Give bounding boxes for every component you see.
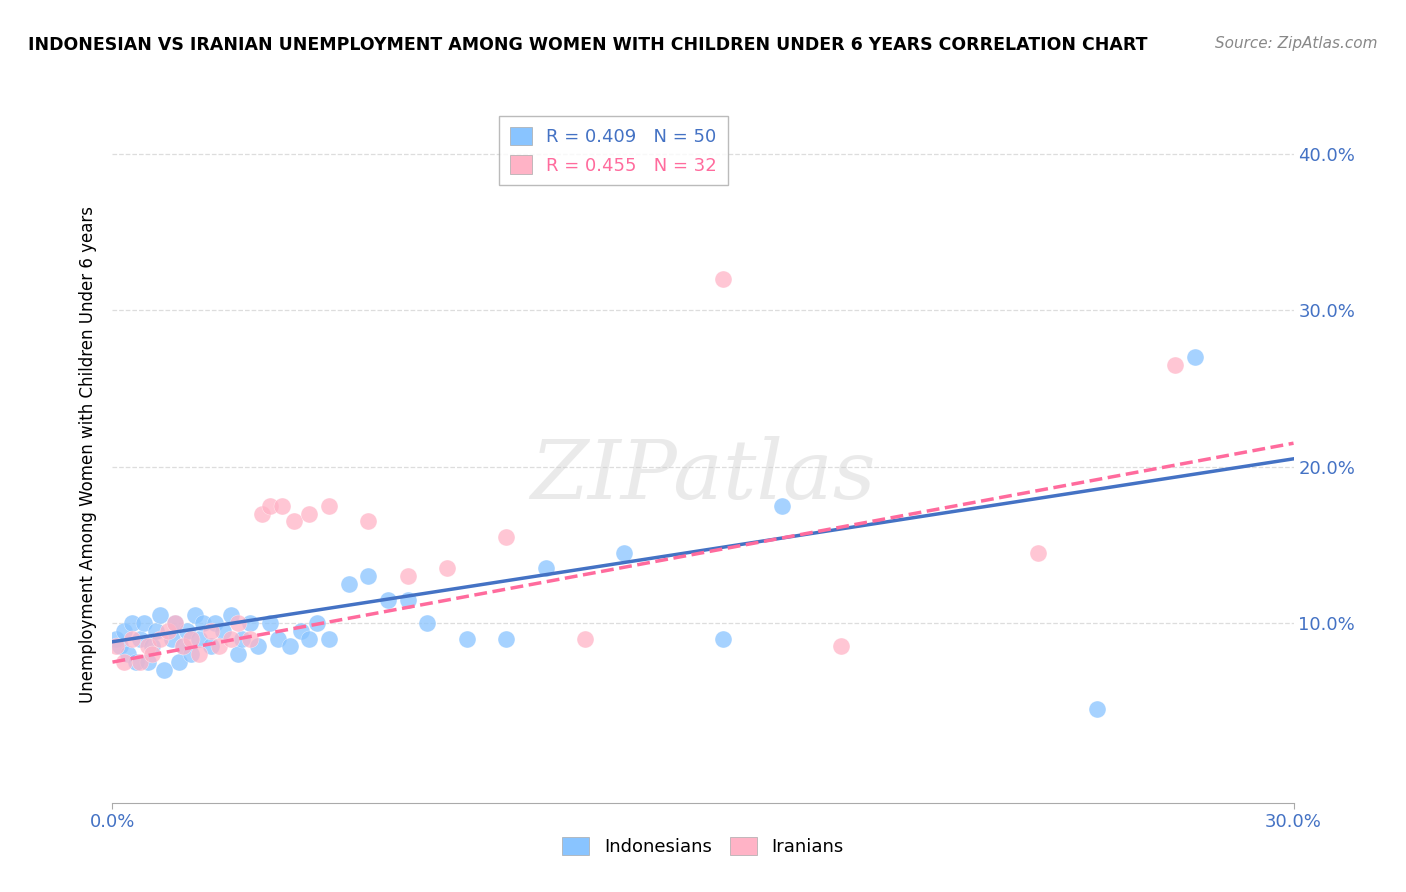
Point [357, 569, 380, 583]
Point [180, 647, 202, 661]
Point [121, 632, 143, 646]
Point [711, 272, 734, 286]
Point [298, 507, 321, 521]
Point [149, 632, 172, 646]
Point [1026, 546, 1049, 560]
Y-axis label: Unemployment Among Women with Children Under 6 years: Unemployment Among Women with Children U… [79, 206, 97, 704]
Point [298, 632, 321, 646]
Point [184, 608, 207, 623]
Point [121, 615, 143, 630]
Point [239, 632, 262, 646]
Point [136, 640, 159, 654]
Point [613, 546, 636, 560]
Point [136, 655, 159, 669]
Point [188, 632, 211, 646]
Point [152, 663, 174, 677]
Text: ZIPatlas: ZIPatlas [530, 436, 876, 516]
Point [172, 640, 194, 654]
Point [145, 624, 167, 638]
Point [165, 615, 187, 630]
Point [283, 514, 305, 528]
Point [204, 615, 226, 630]
Point [711, 632, 734, 646]
Point [176, 624, 198, 638]
Point [495, 632, 517, 646]
Point [1184, 350, 1206, 364]
Point [318, 632, 340, 646]
Point [105, 632, 128, 646]
Point [172, 640, 194, 654]
Point [377, 592, 399, 607]
Point [1164, 358, 1187, 372]
Point [318, 499, 340, 513]
Point [125, 655, 148, 669]
Point [105, 640, 128, 654]
Point [219, 608, 242, 623]
Point [534, 561, 557, 575]
Legend: Indonesians, Iranians: Indonesians, Iranians [555, 830, 851, 863]
Point [200, 624, 222, 638]
Point [770, 499, 793, 513]
Point [337, 577, 360, 591]
Point [180, 632, 202, 646]
Point [200, 640, 222, 654]
Point [132, 615, 155, 630]
Point [129, 632, 152, 646]
Point [416, 615, 439, 630]
Text: INDONESIAN VS IRANIAN UNEMPLOYMENT AMONG WOMEN WITH CHILDREN UNDER 6 YEARS CORRE: INDONESIAN VS IRANIAN UNEMPLOYMENT AMONG… [28, 36, 1147, 54]
Point [259, 615, 281, 630]
Point [436, 561, 458, 575]
Point [117, 647, 139, 661]
Text: Source: ZipAtlas.com: Source: ZipAtlas.com [1215, 36, 1378, 51]
Point [191, 615, 214, 630]
Point [112, 624, 135, 638]
Point [270, 499, 292, 513]
Point [456, 632, 478, 646]
Point [247, 640, 270, 654]
Point [307, 615, 329, 630]
Point [830, 640, 852, 654]
Point [228, 647, 250, 661]
Point [160, 632, 183, 646]
Point [396, 592, 419, 607]
Point [156, 624, 179, 638]
Point [267, 632, 290, 646]
Point [239, 615, 262, 630]
Point [165, 615, 187, 630]
Point [574, 632, 596, 646]
Point [169, 655, 191, 669]
Point [357, 514, 380, 528]
Point [188, 647, 211, 661]
Point [112, 655, 135, 669]
Point [1085, 702, 1108, 716]
Point [141, 647, 163, 661]
Point [396, 569, 419, 583]
Point [211, 624, 233, 638]
Point [129, 655, 152, 669]
Point [259, 499, 281, 513]
Point [278, 640, 301, 654]
Point [250, 507, 273, 521]
Point [219, 632, 242, 646]
Point [231, 632, 253, 646]
Point [228, 615, 250, 630]
Point [495, 530, 517, 544]
Point [141, 640, 163, 654]
Point [149, 608, 172, 623]
Point [290, 624, 312, 638]
Point [110, 640, 132, 654]
Point [208, 640, 231, 654]
